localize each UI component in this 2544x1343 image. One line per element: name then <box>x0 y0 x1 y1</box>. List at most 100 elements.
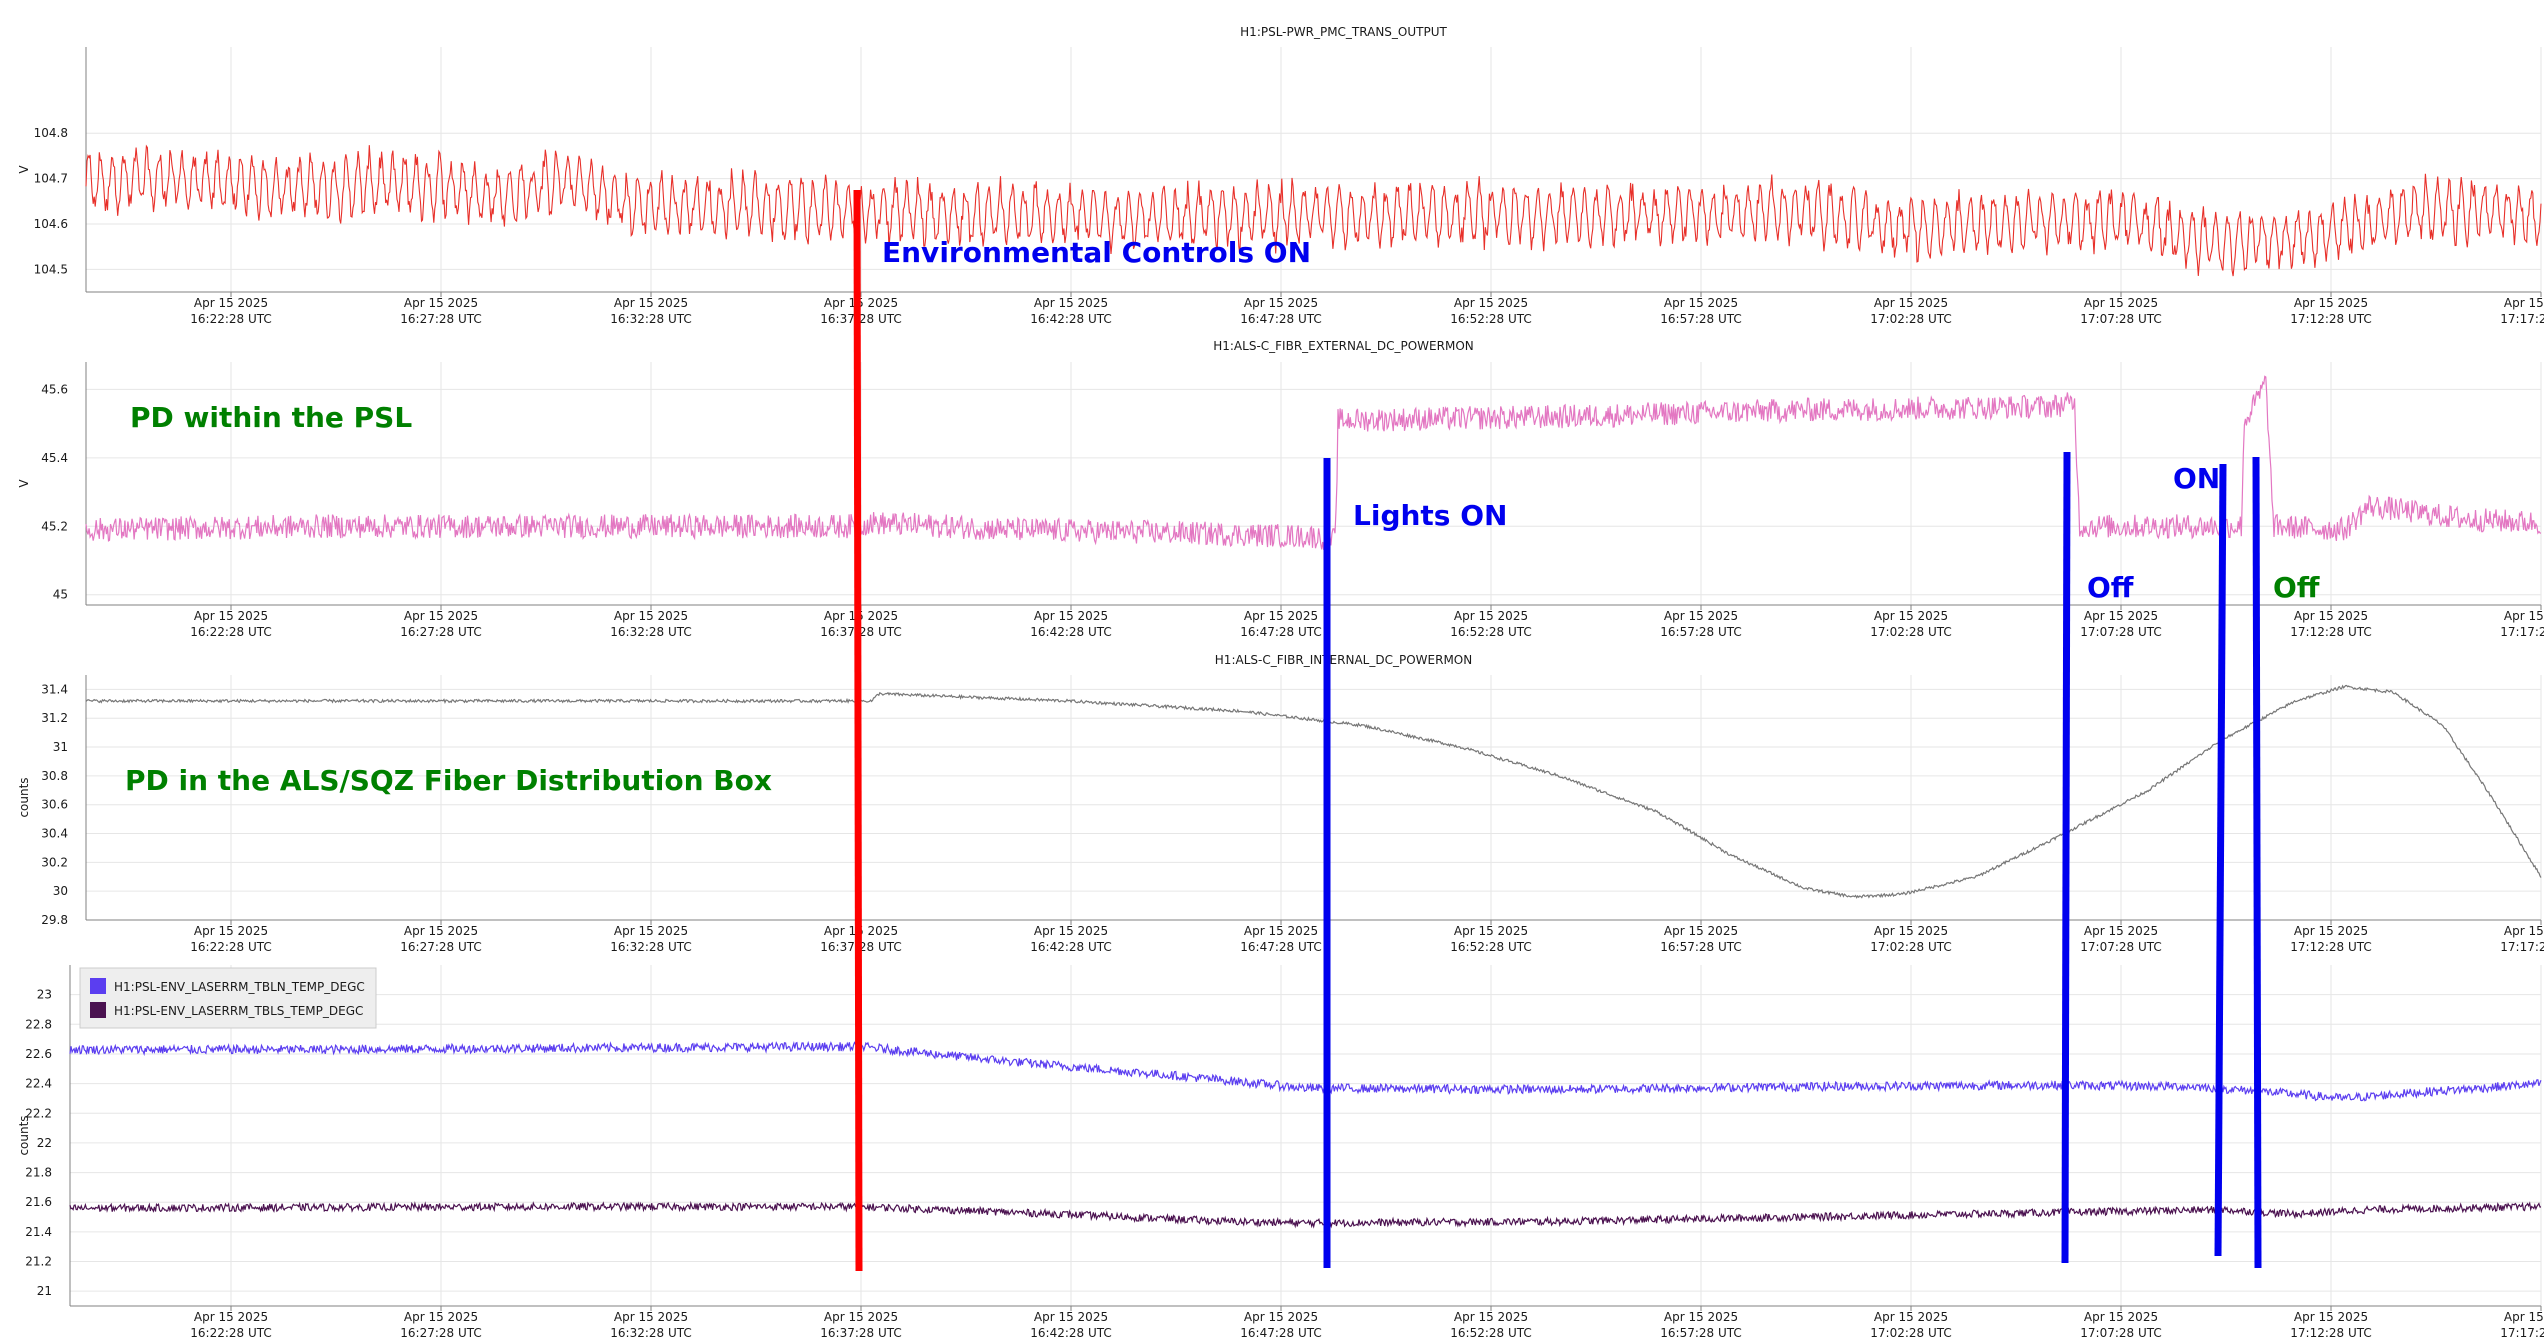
y-axis-label: V <box>17 165 31 174</box>
x-tick-date: Apr 15 2025 <box>404 1310 478 1324</box>
event-markers <box>853 189 2262 1272</box>
x-tick-time: 17:02:28 UTC <box>1870 312 1952 326</box>
y-tick-label: 30 <box>53 884 68 898</box>
x-tick-time: 16:22:28 UTC <box>190 625 272 639</box>
y-tick-label: 31 <box>53 740 68 754</box>
x-tick-time: 16:27:28 UTC <box>400 625 482 639</box>
x-tick-date: Apr 15 2025 <box>614 609 688 623</box>
x-tick-time: 16:57:28 UTC <box>1660 940 1742 954</box>
x-tick-time: 17:07:28 UTC <box>2080 1326 2162 1340</box>
x-tick-time: 16:52:28 UTC <box>1450 625 1532 639</box>
y-tick-label: 22 <box>37 1136 52 1150</box>
x-tick-time: 16:52:28 UTC <box>1450 312 1532 326</box>
x-tick-date: Apr 15 2025 <box>1244 1310 1318 1324</box>
y-tick-label: 22.8 <box>25 1017 52 1031</box>
on-label: ON <box>2173 462 2220 495</box>
x-tick-time: 16:37:28 UTC <box>820 1326 902 1340</box>
x-tick-date: Apr 15 2025 <box>1664 296 1738 310</box>
legend-entry[interactable]: H1:PSL-ENV_LASERRM_TBLS_TEMP_DEGC <box>114 1004 363 1018</box>
series-line-2 <box>69 1200 2541 1229</box>
x-tick-time: 16:37:28 UTC <box>820 312 902 326</box>
x-tick-time: 17:07:28 UTC <box>2080 312 2162 326</box>
legend-box <box>79 967 377 1029</box>
x-tick-date: Apr 15 2025 <box>1244 609 1318 623</box>
y-tick-label: 29.8 <box>41 913 68 927</box>
y-tick-label: 21.8 <box>25 1166 52 1180</box>
x-tick-date: Apr 15 2025 <box>614 924 688 938</box>
y-tick-label: 22.2 <box>25 1106 52 1120</box>
y-tick-label: 104.6 <box>34 217 68 231</box>
y-tick-label: 30.2 <box>41 855 68 869</box>
x-tick-time: 17:12:28 UTC <box>2290 940 2372 954</box>
x-tick-date: Apr 15 2025 <box>2294 924 2368 938</box>
x-tick-time: 16:32:28 UTC <box>610 940 692 954</box>
y-tick-label: 21.2 <box>25 1255 52 1269</box>
y-tick-label: 104.5 <box>34 262 68 276</box>
x-tick-time: 16:47:28 UTC <box>1240 625 1322 639</box>
x-tick-date: Apr 15 2025 <box>1874 296 1948 310</box>
x-tick-time: 16:32:28 UTC <box>610 625 692 639</box>
x-tick-time: 16:27:28 UTC <box>400 940 482 954</box>
x-tick-date: Apr 15 2025 <box>1664 609 1738 623</box>
off-label-1: Off <box>2087 571 2134 604</box>
x-tick-date: Apr 15 2025 <box>194 296 268 310</box>
legend-swatch[interactable] <box>90 978 106 994</box>
x-tick-date: Apr 15 2025 <box>2084 1310 2158 1324</box>
x-tick-time: 16:52:28 UTC <box>1450 940 1532 954</box>
lights-off-marker <box>2061 451 2071 1264</box>
x-tick-date: Apr 15 2025 <box>1454 296 1528 310</box>
x-tick-time: 17:17:28 UTC <box>2500 1326 2544 1340</box>
y-tick-label: 45 <box>53 588 68 602</box>
chart-title: H1:PSL-PWR_PMC_TRANS_OUTPUT <box>1240 25 1447 39</box>
x-tick-time: 16:47:28 UTC <box>1240 312 1322 326</box>
y-tick-label: 31.4 <box>41 682 68 696</box>
lights-on-2-marker <box>2214 463 2227 1257</box>
y-tick-label: 45.6 <box>41 382 68 396</box>
series-line-1 <box>85 684 2542 899</box>
x-tick-time: 16:42:28 UTC <box>1030 940 1112 954</box>
legend-entry[interactable]: H1:PSL-ENV_LASERRM_TBLN_TEMP_DEGC <box>114 980 365 994</box>
x-tick-date: Apr 15 2025 <box>404 296 478 310</box>
legend-swatch[interactable] <box>90 1002 106 1018</box>
x-tick-date: Apr 15 2025 <box>1034 924 1108 938</box>
x-tick-time: 16:32:28 UTC <box>610 1326 692 1340</box>
x-tick-time: 17:12:28 UTC <box>2290 625 2372 639</box>
off-label-2: Off <box>2273 571 2320 604</box>
x-tick-time: 16:22:28 UTC <box>190 1326 272 1340</box>
y-axis-label: counts <box>17 777 31 817</box>
chart-title: H1:ALS-C_FIBR_EXTERNAL_DC_POWERMON <box>1213 339 1474 353</box>
x-tick-time: 17:12:28 UTC <box>2290 1326 2372 1340</box>
x-tick-date: Apr 15 2025 <box>1034 1310 1108 1324</box>
y-tick-label: 30.4 <box>41 827 68 841</box>
y-tick-label: 21.6 <box>25 1195 52 1209</box>
y-tick-label: 21 <box>37 1284 52 1298</box>
x-tick-time: 16:42:28 UTC <box>1030 312 1112 326</box>
x-tick-time: 17:12:28 UTC <box>2290 312 2372 326</box>
x-tick-date: Apr 15 2025 <box>1034 296 1108 310</box>
x-tick-date: Apr 15 2025 <box>824 296 898 310</box>
panels: H1:PSL-PWR_PMC_TRANS_OUTPUT V 104.5 104.6 10… <box>17 25 2544 1340</box>
series-line-1 <box>85 375 2542 550</box>
x-tick-date: Apr 15 2025 <box>2084 609 2158 623</box>
x-tick-date: Apr 15 2025 <box>1454 609 1528 623</box>
x-tick-time: 16:32:28 UTC <box>610 312 692 326</box>
x-tick-time: 17:17:28 UTC <box>2500 312 2544 326</box>
x-tick-time: 16:22:28 UTC <box>190 312 272 326</box>
series-line-1 <box>85 144 2542 277</box>
x-tick-date: Apr 15 2025 <box>194 924 268 938</box>
x-tick-time: 16:57:28 UTC <box>1660 625 1742 639</box>
chart-title: H1:ALS-C_FIBR_INTERNAL_DC_POWERMON <box>1215 653 1472 667</box>
x-tick-date: Apr 15 2025 <box>404 924 478 938</box>
x-tick-time: 17:02:28 UTC <box>1870 940 1952 954</box>
y-tick-label: 45.2 <box>41 519 68 533</box>
x-tick-date: Apr 15 2025 <box>1244 296 1318 310</box>
x-tick-date: Apr 15 2025 <box>2504 924 2544 938</box>
annotation-labels: Environmental Controls ON PD within the … <box>125 236 2320 797</box>
x-tick-date: Apr 15 2025 <box>2504 609 2544 623</box>
x-tick-time: 16:57:28 UTC <box>1660 1326 1742 1340</box>
y-axis-label: counts <box>17 1115 31 1155</box>
x-tick-date: Apr 15 2025 <box>1034 609 1108 623</box>
x-tick-time: 16:52:28 UTC <box>1450 1326 1532 1340</box>
x-tick-date: Apr 15 2025 <box>1454 1310 1528 1324</box>
